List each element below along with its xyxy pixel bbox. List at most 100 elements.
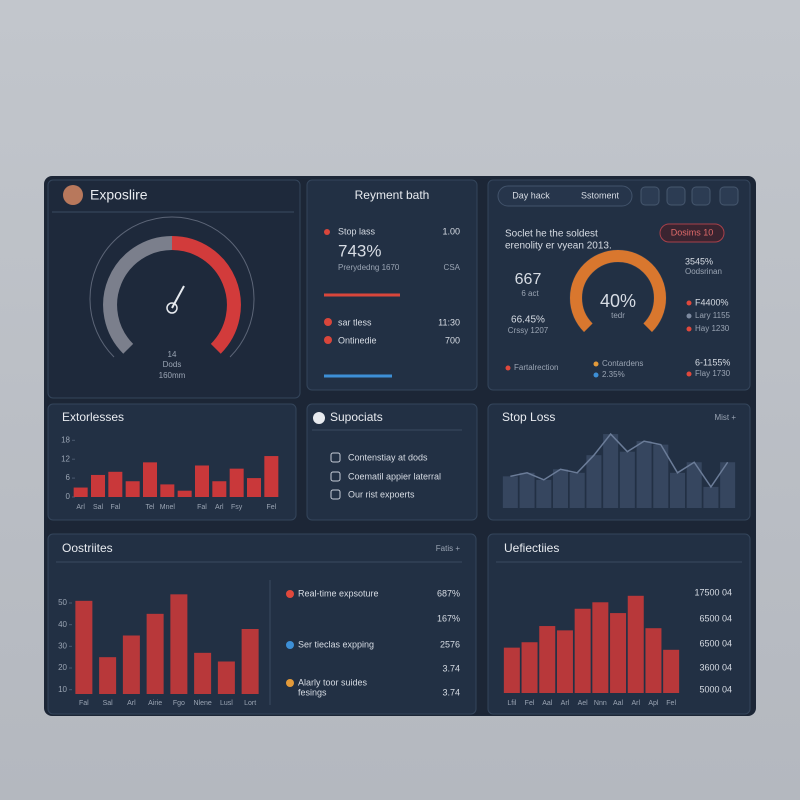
icon-button[interactable] [640,186,660,206]
bar [91,474,105,497]
gauge-hub [166,302,178,314]
bar [539,626,556,693]
bar [170,594,188,694]
value: CSA [444,263,461,272]
bar [108,471,123,497]
x-tick-label: Arl [631,700,640,707]
y-tick-label: 12 [61,454,70,463]
bar [217,661,235,694]
bar [553,469,568,508]
icon-button[interactable] [666,186,686,206]
dot [286,590,294,598]
bar [670,472,685,508]
action[interactable]: Fatis + [436,544,461,553]
bar [99,657,117,694]
gauge-needle [171,285,185,309]
label: Stop lass [338,226,376,236]
x-tick-label: Arl [215,504,224,511]
panel [47,179,301,399]
bar [592,602,609,693]
x-tick-label: Sal [103,700,114,707]
value: 11:30 [438,317,460,327]
list-item: Coematil appier laterral [348,471,441,481]
list-item: Our rist expoerts [348,489,415,499]
panel-title: Exposlire [90,187,148,203]
donut-label: tedr [611,311,625,320]
dot [324,318,332,326]
icon-button[interactable] [719,186,739,206]
tab-bar [497,185,633,207]
footer-text: Flay 1730 [695,369,731,378]
footer-text: 6-1155% [695,357,730,367]
icon [313,412,325,424]
bar [212,481,227,497]
axis-label: 17500 04 [694,587,732,597]
x-tick-label: Lort [244,700,256,707]
gauge-label: 14 [168,350,177,359]
bar [627,595,644,693]
x-tick-label: Arl [561,700,570,707]
footer-text: Contardens [602,359,643,368]
bar [569,472,585,508]
bar [194,652,212,694]
list-label: fesings [298,687,327,697]
dot [686,300,692,306]
x-tick-label: Lusl [220,700,233,707]
gauge-label: Dods [163,360,182,369]
bar [143,462,157,497]
stat-label: 6 act [521,289,539,298]
stat: 3545% [685,256,713,266]
bar [503,647,520,693]
stat: 667 [515,271,542,288]
action[interactable]: Mist + [714,413,736,422]
bar [146,613,164,694]
tab[interactable]: Sstoment [581,190,620,200]
x-tick-label: Fal [197,504,207,511]
badge [659,223,725,243]
dot [505,365,511,371]
y-tick-label: 18 [61,435,70,444]
y-tick-label: 6 [66,473,71,482]
label: sar tless [338,317,372,327]
list-label: Ser tieclas expping [298,639,374,649]
label: Ontinedie [338,335,377,345]
y-tick-label: 0 [66,492,71,501]
panel-title: Supociats [330,410,383,424]
tab[interactable]: Day hack [512,190,550,200]
bar [195,465,209,497]
x-tick-label: Aal [613,700,624,707]
bar [720,462,736,508]
list-value: 3.74 [442,687,460,697]
dot [686,371,692,377]
bar [519,472,535,508]
line [510,432,729,489]
legend-entry: F4400% [695,297,729,307]
x-tick-label: Aal [542,700,553,707]
bar [521,642,538,693]
axis-label: 5000 04 [699,684,732,694]
bar [619,451,635,508]
x-tick-label: Fsy [231,504,243,511]
headline: Soclet he the soldest [505,229,598,240]
list-label: Alarly toor suides [298,677,368,687]
bar [241,629,259,694]
stat-label: Oodsrinan [685,267,722,276]
stat: 66.45% [511,315,545,326]
footer-text: Fartalrection [514,363,558,372]
x-tick-label: Sal [93,504,104,511]
x-tick-label: Nlene [193,700,211,707]
x-tick-label: Apl [648,700,659,707]
panel [306,179,478,391]
bar [122,635,140,694]
panel-title: Extorlesses [62,410,124,424]
axis-label: 6500 04 [699,638,732,648]
avatar[interactable] [63,185,83,205]
dot [324,229,330,235]
stat-label: Crssy 1207 [508,326,549,335]
list-value: 687% [437,588,460,598]
label: Prerydedng 1670 [338,263,400,272]
y-tick-label: 20 [58,663,67,672]
bar [536,479,552,508]
icon-button[interactable] [691,186,711,206]
